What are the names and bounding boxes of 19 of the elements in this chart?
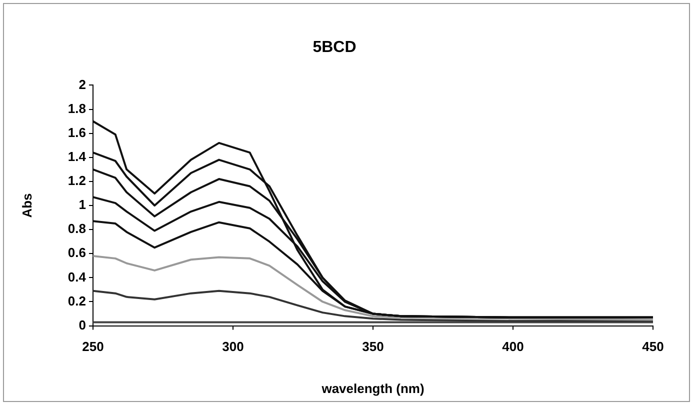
y-tick-label: 0.4	[68, 269, 87, 284]
chart-title: 5BCD	[312, 39, 356, 56]
x-axis-title: wavelength (nm)	[320, 380, 424, 396]
y-tick-label: 0.2	[68, 293, 86, 308]
x-tick-label: 400	[502, 339, 524, 354]
y-tick-label: 1.2	[68, 173, 86, 188]
y-tick-label: 1.4	[68, 148, 87, 164]
y-tick-label: 1	[78, 197, 86, 212]
y-tick-label: 1.8	[68, 100, 86, 116]
x-tick-label: 300	[222, 339, 244, 354]
y-axis-title: Abs	[19, 193, 34, 218]
x-tick-label: 450	[642, 339, 664, 354]
x-tick-label: 250	[82, 339, 104, 354]
y-tick-label: 0	[78, 317, 86, 332]
y-tick-label: 0.6	[68, 245, 86, 260]
x-tick-label: 350	[362, 339, 384, 354]
y-tick-label: 2	[78, 76, 86, 92]
y-tick-label: 1.6	[68, 124, 86, 140]
y-tick-label: 0.8	[68, 221, 86, 236]
